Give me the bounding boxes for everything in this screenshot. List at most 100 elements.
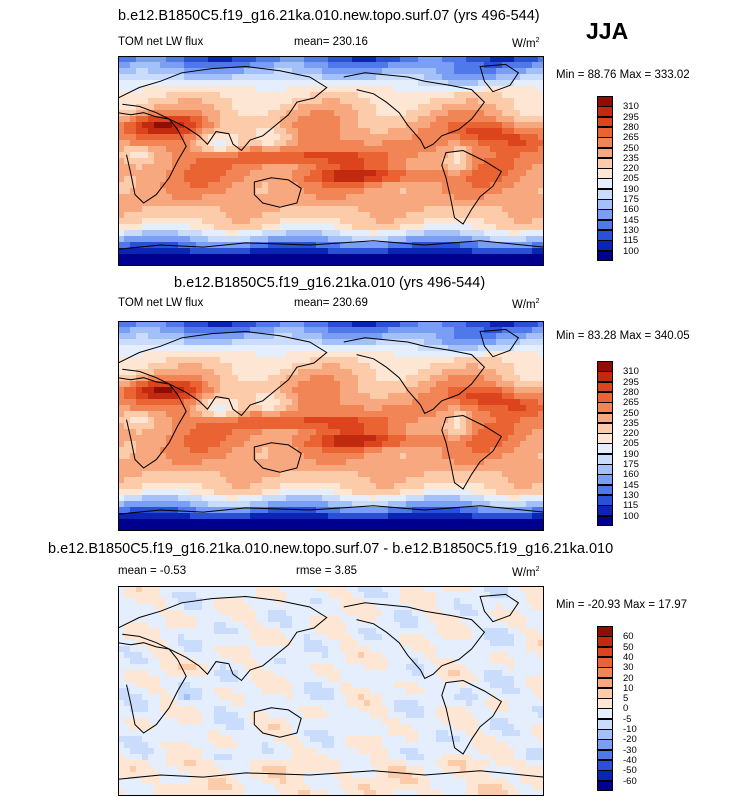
heatmap-cell bbox=[286, 206, 293, 213]
heatmap-cell bbox=[274, 158, 281, 165]
heatmap-cell bbox=[304, 116, 311, 123]
heatmap-cell bbox=[388, 158, 395, 165]
heatmap-cell bbox=[298, 381, 305, 388]
heatmap-cell bbox=[454, 327, 461, 334]
heatmap-cell bbox=[334, 339, 341, 346]
heatmap-cell bbox=[538, 375, 544, 382]
heatmap-cell bbox=[244, 447, 251, 454]
heatmap-cell bbox=[226, 501, 233, 508]
heatmap-cell bbox=[142, 351, 149, 358]
heatmap-cell bbox=[538, 345, 544, 352]
heatmap-cell bbox=[208, 242, 215, 249]
heatmap-cell bbox=[364, 435, 371, 442]
heatmap-cell bbox=[334, 176, 341, 183]
heatmap-cell bbox=[370, 447, 377, 454]
heatmap-cell bbox=[268, 146, 275, 153]
heatmap-cell bbox=[316, 483, 323, 490]
heatmap-cell bbox=[466, 146, 473, 153]
heatmap-cell bbox=[430, 140, 437, 147]
heatmap-cell bbox=[388, 92, 395, 99]
heatmap-cell bbox=[136, 441, 143, 448]
heatmap-cell bbox=[178, 212, 185, 219]
heatmap-cell bbox=[118, 98, 125, 105]
heatmap-cell bbox=[148, 501, 155, 508]
heatmap-cell bbox=[238, 327, 245, 334]
coastline bbox=[253, 177, 302, 208]
heatmap-cell bbox=[382, 483, 389, 490]
colorbar-swatch bbox=[597, 126, 613, 138]
heatmap-cell bbox=[370, 56, 377, 63]
heatmap-cell bbox=[502, 345, 509, 352]
heatmap-cell bbox=[484, 357, 491, 364]
heatmap-cell bbox=[442, 80, 449, 87]
heatmap-cell bbox=[214, 254, 221, 261]
heatmap-cell bbox=[352, 182, 359, 189]
heatmap-cell bbox=[400, 110, 407, 117]
heatmap-cell bbox=[304, 519, 311, 526]
heatmap-cell bbox=[316, 333, 323, 340]
heatmap-cell bbox=[478, 62, 485, 69]
heatmap-cell bbox=[346, 98, 353, 105]
heatmap-cell bbox=[256, 98, 263, 105]
heatmap-cell bbox=[160, 411, 167, 418]
colorbar-swatch bbox=[597, 209, 613, 221]
heatmap-cell bbox=[178, 333, 185, 340]
heatmap-cell bbox=[448, 62, 455, 69]
heatmap-cell bbox=[406, 495, 413, 502]
heatmap-cell bbox=[376, 417, 383, 424]
heatmap-cell bbox=[502, 387, 509, 394]
heatmap-cell bbox=[274, 507, 281, 514]
heatmap-cell bbox=[268, 158, 275, 165]
heatmap-cell bbox=[172, 146, 179, 153]
heatmap-cell bbox=[280, 495, 287, 502]
panel2-title: b.e12.B1850C5.f19_g16.21ka.010 (yrs 496-… bbox=[174, 275, 486, 291]
heatmap-cell bbox=[424, 339, 431, 346]
heatmap-cell bbox=[286, 465, 293, 472]
heatmap-cell bbox=[310, 435, 317, 442]
heatmap-cell bbox=[244, 411, 251, 418]
heatmap-cell bbox=[358, 248, 365, 255]
heatmap-cell bbox=[418, 158, 425, 165]
heatmap-cell bbox=[412, 98, 419, 105]
heatmap-cell bbox=[484, 369, 491, 376]
heatmap-cell bbox=[418, 507, 425, 514]
heatmap-cell bbox=[202, 182, 209, 189]
heatmap-cell bbox=[328, 441, 335, 448]
heatmap-cell bbox=[328, 62, 335, 69]
heatmap-cell bbox=[136, 513, 143, 520]
heatmap-cell bbox=[286, 164, 293, 171]
heatmap-cell bbox=[394, 170, 401, 177]
heatmap-cell bbox=[472, 254, 479, 261]
heatmap-cell bbox=[322, 477, 329, 484]
heatmap-cell bbox=[526, 357, 533, 364]
heatmap-cell bbox=[286, 152, 293, 159]
heatmap-cell bbox=[526, 417, 533, 424]
heatmap-cell bbox=[118, 477, 125, 484]
heatmap-cell bbox=[424, 56, 431, 63]
heatmap-cell bbox=[202, 477, 209, 484]
heatmap-cell bbox=[142, 200, 149, 207]
heatmap-cell bbox=[268, 200, 275, 207]
heatmap-cell bbox=[466, 188, 473, 195]
heatmap-cell bbox=[448, 459, 455, 466]
heatmap-cell bbox=[340, 110, 347, 117]
heatmap-cell bbox=[148, 248, 155, 255]
heatmap-cell bbox=[430, 339, 437, 346]
heatmap-cell bbox=[262, 351, 269, 358]
heatmap-cell bbox=[478, 110, 485, 117]
heatmap-cell bbox=[454, 194, 461, 201]
heatmap-cell bbox=[382, 351, 389, 358]
heatmap-cell bbox=[328, 212, 335, 219]
heatmap-cell bbox=[316, 357, 323, 364]
heatmap-cell bbox=[448, 351, 455, 358]
heatmap-cell bbox=[460, 327, 467, 334]
heatmap-cell bbox=[142, 483, 149, 490]
heatmap-cell bbox=[352, 236, 359, 243]
heatmap-cell bbox=[220, 339, 227, 346]
heatmap-cell bbox=[292, 489, 299, 496]
heatmap-cell bbox=[268, 381, 275, 388]
heatmap-cell bbox=[130, 387, 137, 394]
heatmap-cell bbox=[202, 152, 209, 159]
heatmap-cell bbox=[466, 194, 473, 201]
heatmap-cell bbox=[520, 369, 527, 376]
